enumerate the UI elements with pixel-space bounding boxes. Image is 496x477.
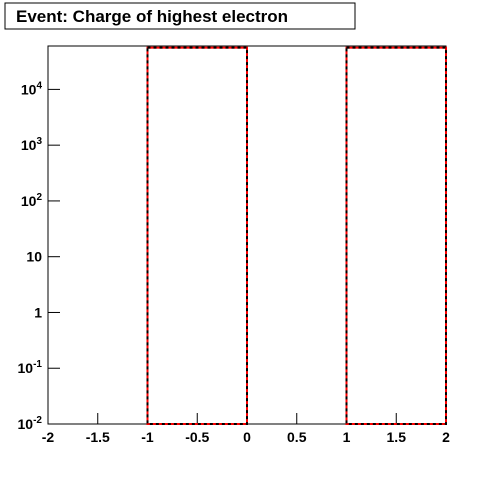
- x-tick-label: -0.5: [185, 429, 209, 445]
- title-box: [4, 2, 356, 30]
- y-tick-base: 10: [18, 416, 34, 432]
- x-tick-label: 0: [243, 429, 251, 445]
- y-tick-label: 10: [26, 249, 42, 265]
- y-tick-label: 104: [21, 80, 43, 97]
- x-tick-label: -1.5: [86, 429, 110, 445]
- x-tick-label: -1: [141, 429, 154, 445]
- y-tick-base: 10: [21, 193, 37, 209]
- x-tick-label: 1.5: [387, 429, 407, 445]
- y-tick-label: 10-2: [18, 415, 43, 432]
- y-tick-base: 10: [18, 360, 34, 376]
- y-tick-base: 10: [21, 81, 37, 97]
- histogram-bin: [345, 46, 447, 426]
- y-tick-label: 10-1: [18, 359, 43, 376]
- x-tick-label: 0.5: [287, 429, 307, 445]
- y-tick-label: 1: [34, 304, 42, 320]
- chart-title: Event: Charge of highest electron: [16, 7, 288, 26]
- y-tick-exponent: 4: [36, 80, 42, 91]
- y-tick-exponent: -2: [33, 415, 42, 426]
- y-tick-label: 103: [21, 136, 43, 153]
- y-tick-base: 10: [21, 137, 37, 153]
- y-tick-exponent: 3: [36, 136, 42, 147]
- x-tick-label: 1: [343, 429, 351, 445]
- histogram-bin: [146, 46, 248, 426]
- y-tick-exponent: 2: [36, 192, 42, 203]
- y-tick-exponent: -1: [33, 359, 42, 370]
- x-tick-label: 2: [442, 429, 450, 445]
- x-tick-label: -2: [42, 429, 55, 445]
- y-tick-label: 102: [21, 192, 43, 209]
